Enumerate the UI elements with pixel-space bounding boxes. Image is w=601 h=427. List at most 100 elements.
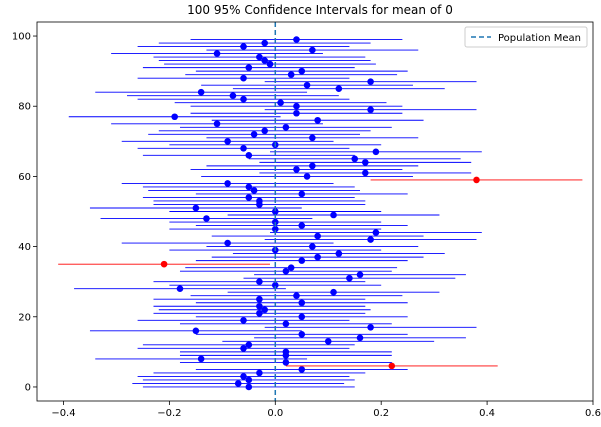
- sample-mean-point: [192, 327, 200, 335]
- sample-mean-point: [245, 383, 253, 391]
- x-tick-label: 0.0: [267, 408, 283, 419]
- interval-covering: [264, 106, 477, 114]
- sample-mean-point: [256, 53, 263, 61]
- sample-mean-point: [240, 373, 247, 380]
- interval-covering: [264, 236, 477, 243]
- interval-marks: [58, 36, 583, 391]
- sample-mean-point: [293, 292, 300, 300]
- interval-covering: [179, 123, 392, 131]
- sample-mean-point: [271, 225, 279, 233]
- interval-covering: [195, 257, 408, 264]
- interval-covering: [95, 88, 308, 96]
- sample-mean-point: [293, 166, 300, 173]
- interval-covering: [153, 302, 366, 310]
- interval-covering: [169, 225, 382, 233]
- sample-mean-point: [277, 99, 284, 107]
- legend: Population Mean: [464, 26, 588, 48]
- interval-covering: [264, 78, 477, 85]
- interval-covering: [179, 348, 392, 356]
- sample-mean-point: [256, 295, 263, 303]
- sample-mean-point: [309, 162, 316, 170]
- sample-mean-point: [298, 313, 306, 321]
- interval-covering: [227, 211, 440, 219]
- sample-mean-point: [351, 155, 359, 163]
- interval-missing: [370, 176, 583, 184]
- y-tick-label: 80: [18, 102, 31, 113]
- interval-covering: [137, 345, 350, 352]
- interval-covering: [264, 324, 477, 331]
- sample-mean-point: [256, 369, 263, 377]
- interval-covering: [169, 208, 382, 215]
- y-tick-label: 0: [25, 382, 31, 393]
- sample-mean-point: [362, 159, 369, 166]
- interval-covering: [206, 46, 419, 54]
- interval-covering: [89, 327, 302, 335]
- sample-mean-point: [197, 355, 205, 363]
- sample-mean-point: [473, 176, 480, 184]
- sample-mean-point: [293, 36, 300, 43]
- interval-covering: [201, 173, 413, 180]
- interval-covering: [254, 334, 466, 342]
- sample-mean-point: [362, 169, 369, 177]
- sample-mean-point: [213, 120, 221, 128]
- sample-mean-point: [224, 138, 231, 145]
- interval-covering: [121, 180, 334, 187]
- y-tick-label: 100: [12, 32, 31, 43]
- sample-mean-point: [298, 257, 306, 264]
- interval-covering: [111, 50, 323, 57]
- interval-covering: [248, 155, 461, 163]
- interval-covering: [269, 148, 482, 156]
- sample-mean-point: [203, 215, 210, 222]
- interval-covering: [137, 43, 350, 50]
- sample-mean-point: [250, 187, 258, 194]
- sample-mean-point: [298, 331, 306, 338]
- interval-covering: [137, 316, 350, 324]
- sample-mean-point: [240, 316, 247, 324]
- sample-mean-point: [309, 134, 316, 142]
- interval-covering: [211, 232, 424, 240]
- interval-covering: [206, 134, 419, 142]
- interval-covering: [153, 295, 366, 303]
- interval-covering: [100, 215, 313, 222]
- sample-mean-point: [245, 152, 253, 159]
- sample-mean-point: [356, 334, 364, 342]
- sample-mean-point: [346, 274, 353, 282]
- interval-covering: [153, 53, 366, 61]
- interval-covering: [158, 39, 371, 47]
- interval-covering: [254, 271, 466, 278]
- interval-covering: [190, 102, 403, 110]
- interval-covering: [195, 190, 408, 198]
- sample-mean-point: [240, 43, 247, 50]
- interval-covering: [190, 36, 403, 43]
- interval-covering: [142, 64, 355, 71]
- sample-mean-point: [388, 362, 396, 370]
- interval-covering: [121, 138, 334, 145]
- interval-covering: [158, 57, 371, 64]
- sample-mean-point: [240, 345, 247, 352]
- x-tick-label: −0.2: [157, 408, 181, 419]
- sample-mean-point: [367, 236, 374, 243]
- sample-mean-point: [256, 302, 263, 310]
- interval-covering: [68, 113, 281, 121]
- sample-mean-point: [213, 50, 221, 57]
- interval-covering: [95, 355, 308, 363]
- interval-covering: [190, 109, 403, 117]
- sample-mean-point: [224, 239, 231, 247]
- interval-covering: [142, 152, 355, 159]
- interval-covering: [142, 376, 355, 384]
- sample-mean-point: [250, 130, 258, 138]
- interval-covering: [269, 229, 482, 236]
- interval-covering: [211, 116, 424, 124]
- x-tick-label: 0.2: [373, 408, 389, 419]
- sample-mean-point: [256, 309, 263, 317]
- sample-mean-point: [224, 180, 231, 187]
- sample-mean-point: [245, 341, 253, 349]
- interval-covering: [232, 250, 445, 257]
- interval-covering: [211, 253, 424, 261]
- legend-box: [464, 26, 588, 48]
- interval-covering: [179, 320, 392, 328]
- sample-mean-point: [372, 229, 380, 236]
- interval-covering: [137, 373, 350, 380]
- interval-covering: [195, 366, 408, 373]
